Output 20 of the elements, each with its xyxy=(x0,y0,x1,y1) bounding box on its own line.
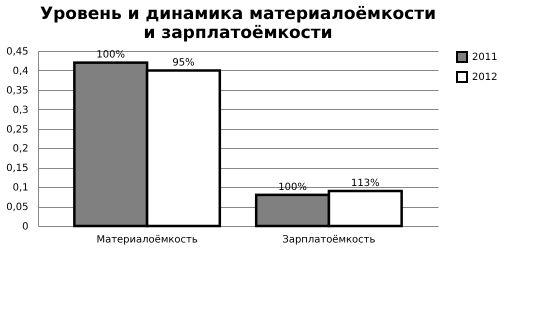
y-tick-label: 0,15 xyxy=(6,163,28,174)
y-tick-label: 0 xyxy=(22,222,28,232)
y-tick-label: 0,45 xyxy=(6,46,28,58)
y-tick-label: 0,05 xyxy=(6,202,28,214)
annotation: 95% xyxy=(172,57,195,68)
annotation: 100% xyxy=(96,50,126,61)
annotation: 113% xyxy=(350,178,380,189)
y-tick-label: 0,35 xyxy=(6,85,28,96)
y-tick-label: 0,4 xyxy=(12,66,28,77)
legend-label: 2011 xyxy=(472,52,498,63)
annotation: 100% xyxy=(278,182,307,193)
y-tick-label: 0,1 xyxy=(12,182,28,194)
x-tick-label: Зарплатоёмкость xyxy=(282,234,376,246)
y-tick-label: 0,2 xyxy=(12,144,28,155)
text: и зарплатоёмкости xyxy=(143,23,333,43)
text: Уровень и динамика материалоёмкости xyxy=(40,4,436,24)
legend-label: 2012 xyxy=(472,72,498,83)
y-tick-label: 0,25 xyxy=(6,124,28,136)
y-tick-label: 0,3 xyxy=(12,104,28,116)
x-tick-label: Материалоёмкость xyxy=(96,234,198,246)
